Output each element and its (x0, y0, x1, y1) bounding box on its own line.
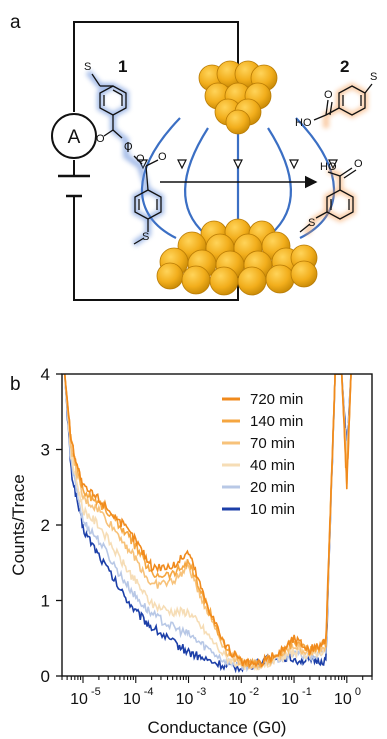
panel-b-label: b (10, 374, 21, 395)
legend-label: 720 min (250, 391, 303, 408)
x-tick-exponent: -2 (249, 686, 259, 698)
panel-a-label: a (10, 12, 21, 33)
mol1-sulfur-bottom: S (142, 231, 149, 243)
gold-tip-top (198, 60, 278, 135)
legend-label: 40 min (250, 457, 295, 474)
x-tick-exponent: 0 (355, 686, 361, 698)
ammeter-symbol: A (68, 127, 81, 148)
molecule-1-label: 1 (118, 57, 127, 76)
x-tick-exponent: -5 (91, 686, 101, 698)
y-tick-label: 0 (41, 667, 50, 686)
gold-electrode-bottom (156, 218, 318, 296)
molecule-2-structure: S HO O HO O S (295, 71, 377, 236)
series-line-40-min (63, 374, 352, 672)
series-line-140-min (63, 374, 352, 669)
legend-label: 10 min (250, 501, 295, 518)
series-group (63, 374, 352, 674)
x-tick-label: 10 (123, 691, 141, 708)
x-tick-exponent: -3 (197, 686, 207, 698)
y-tick-label: 1 (41, 592, 50, 611)
y-axis-label: Counts/Trace (9, 474, 28, 575)
mol1-sulfur-top: S (84, 61, 91, 73)
battery-icon (58, 174, 90, 198)
mol1-oxygen-2: O (124, 141, 133, 153)
x-tick-label: 10 (176, 691, 194, 708)
chart-legend: 720 min 140 min 70 min 40 min 20 min 10 min (222, 391, 303, 518)
panel-a: a A (10, 12, 377, 301)
mol2-oxygen-bottom: O (354, 158, 363, 170)
mol2-sulfur-top: S (370, 71, 377, 83)
y-tick-label: 3 (41, 441, 50, 460)
series-line-70-min (63, 374, 352, 671)
x-tick-label: 10 (228, 691, 246, 708)
mol1-oxygen-1: O (96, 133, 105, 145)
y-tick-label: 4 (41, 365, 50, 384)
legend-label: 70 min (250, 435, 295, 452)
electric-field-lines (140, 117, 336, 239)
y-tick-label: 2 (41, 516, 50, 535)
molecule-2-label: 2 (340, 57, 349, 76)
legend-label: 140 min (250, 413, 303, 430)
x-tick-label: 10 (281, 691, 299, 708)
x-axis-label: Conductance (G0) (148, 718, 287, 737)
field-arrowheads (138, 159, 338, 170)
mol1-oxygen-4: O (158, 151, 167, 163)
mol2-sulfur-bottom: S (308, 217, 315, 229)
mol2-oxygen-top: O (324, 89, 333, 101)
x-tick-exponent: -4 (144, 686, 154, 698)
x-tick-label: 10 (70, 691, 88, 708)
mol1-oxygen-3: O (136, 153, 145, 165)
series-line-10-min (63, 374, 352, 674)
mol2-hydroxyl-bottom: HO (320, 161, 337, 173)
legend-label: 20 min (250, 479, 295, 496)
series-line-720-min (63, 374, 352, 669)
molecule-1-structure: S O O O O S (84, 61, 167, 247)
series-line-20-min (63, 374, 352, 673)
x-tick-exponent: -1 (302, 686, 312, 698)
mol2-hydroxyl-top: HO (295, 117, 312, 129)
x-tick-label: 10 (334, 691, 352, 708)
ammeter-icon: A (51, 113, 97, 159)
